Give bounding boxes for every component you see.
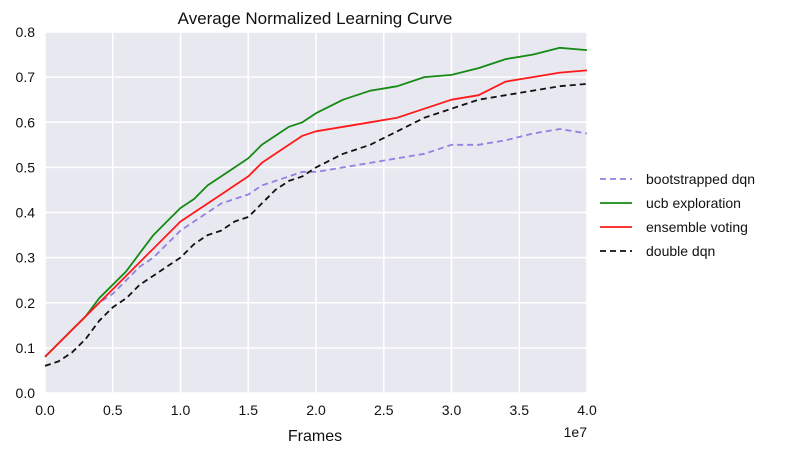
y-tick-label: 0.0 [16, 385, 36, 401]
x-axis-label: Frames [288, 428, 342, 445]
series-line-ensemble-voting [44, 69, 588, 358]
grid-lines [44, 31, 588, 394]
y-tick-label: 0.4 [16, 205, 36, 221]
series-line-double-dqn [44, 83, 588, 367]
x-tick-label: 1.5 [239, 402, 259, 418]
chart-title: Average Normalized Learning Curve [178, 9, 453, 28]
x-tick-label: 0.0 [35, 402, 55, 418]
legend-label: ensemble voting [646, 219, 748, 235]
x-tick-label: 3.0 [442, 402, 462, 418]
y-tick-label: 0.7 [16, 69, 36, 85]
x-tick-label: 2.0 [306, 402, 326, 418]
y-tick-label: 0.2 [16, 295, 36, 311]
x-tick-label: 4.0 [577, 402, 597, 418]
y-axis-ticks: 0.0 0.1 0.2 0.3 0.4 0.5 0.6 0.7 0.8 [16, 24, 36, 401]
y-tick-label: 0.3 [16, 250, 36, 266]
y-tick-label: 0.5 [16, 159, 36, 175]
x-axis-multiplier: 1e7 [564, 424, 588, 440]
x-tick-label: 1.0 [171, 402, 191, 418]
series-line-bootstrapped-dqn [44, 128, 588, 358]
x-axis-ticks: 0.0 0.5 1.0 1.5 2.0 2.5 3.0 3.5 4.0 [35, 402, 597, 418]
legend: bootstrapped dqn ucb exploration ensemble … [600, 171, 755, 259]
series-line-ucb-exploration [44, 46, 588, 358]
x-tick-label: 2.5 [374, 402, 394, 418]
y-tick-label: 0.6 [16, 114, 36, 130]
y-tick-label: 0.1 [16, 340, 36, 356]
legend-label: double dqn [646, 243, 715, 259]
x-tick-label: 3.5 [510, 402, 530, 418]
x-tick-label: 0.5 [103, 402, 123, 418]
legend-label: bootstrapped dqn [646, 171, 755, 187]
legend-label: ucb exploration [646, 195, 741, 211]
y-tick-label: 0.8 [16, 24, 36, 40]
series-lines [44, 46, 588, 367]
